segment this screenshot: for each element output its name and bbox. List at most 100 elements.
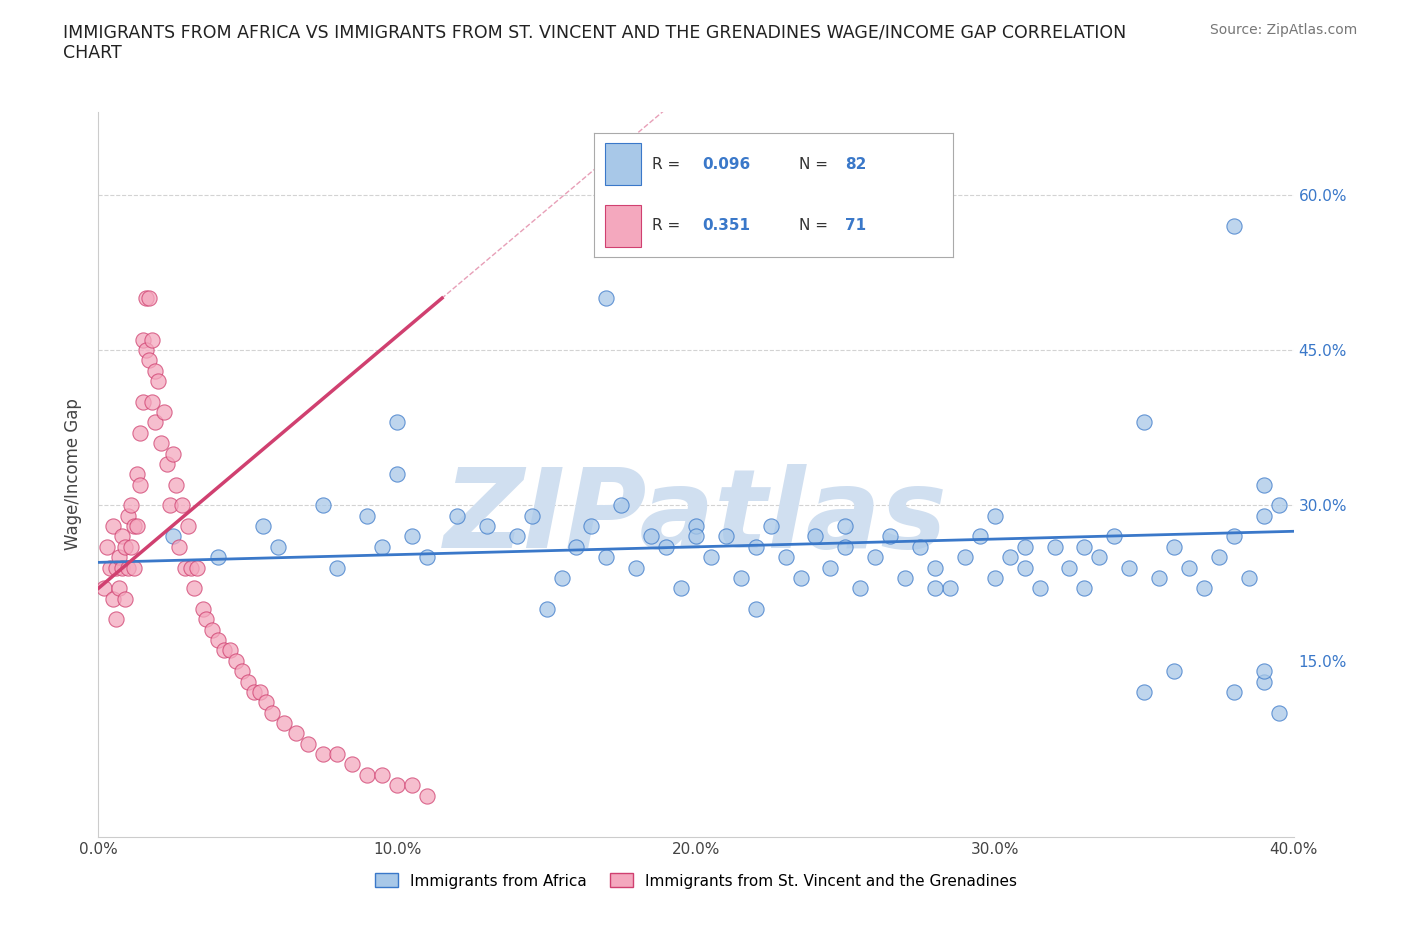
Point (114, 591, 136, 606)
Point (953, 550, 976, 565)
Point (1192, 581, 1215, 596)
Point (506, 529, 529, 544)
Point (117, 509, 139, 524)
Point (111, 529, 134, 544)
Text: IMMIGRANTS FROM AFRICA VS IMMIGRANTS FROM ST. VINCENT AND THE GRENADINES WAGE/IN: IMMIGRANTS FROM AFRICA VS IMMIGRANTS FRO… (63, 23, 1126, 62)
Point (129, 477, 152, 492)
Point (820, 560, 842, 575)
Point (195, 612, 218, 627)
Point (595, 291, 617, 306)
Point (260, 705, 283, 720)
Point (273, 715, 295, 730)
Point (1088, 550, 1111, 565)
Point (105, 612, 128, 627)
Point (1253, 674, 1275, 689)
Point (669, 581, 692, 596)
Point (356, 509, 378, 524)
Point (120, 498, 142, 512)
Point (148, 374, 170, 389)
Point (685, 519, 707, 534)
Point (108, 581, 131, 596)
Point (550, 570, 572, 585)
Point (1223, 684, 1246, 699)
Point (446, 509, 468, 524)
Point (565, 539, 588, 554)
Point (1253, 509, 1275, 524)
Point (1014, 560, 1036, 575)
Point (595, 550, 617, 565)
Point (640, 529, 662, 544)
Point (1073, 539, 1095, 554)
Point (225, 654, 247, 669)
Point (984, 509, 1007, 524)
Y-axis label: Wage/Income Gap: Wage/Income Gap (65, 398, 83, 551)
Point (236, 674, 259, 689)
Point (759, 519, 782, 534)
Point (1043, 539, 1066, 554)
Point (356, 767, 378, 782)
Point (326, 560, 349, 575)
Point (1073, 581, 1095, 596)
Point (385, 415, 409, 430)
Point (124, 519, 146, 534)
Point (138, 291, 160, 306)
Point (132, 394, 155, 409)
Point (231, 664, 253, 679)
Point (730, 570, 752, 585)
Point (894, 570, 917, 585)
Point (775, 550, 797, 565)
Legend: Immigrants from Africa, Immigrants from St. Vincent and the Grenadines: Immigrants from Africa, Immigrants from … (368, 868, 1024, 895)
Point (111, 560, 134, 575)
Point (191, 602, 214, 617)
Point (135, 342, 157, 357)
Point (127, 519, 149, 534)
Point (254, 695, 277, 710)
Point (267, 539, 290, 554)
Point (159, 498, 181, 512)
Point (745, 539, 768, 554)
Point (1253, 477, 1275, 492)
Point (124, 560, 146, 575)
Point (129, 425, 152, 440)
Point (153, 405, 176, 419)
Point (1253, 664, 1275, 679)
Point (219, 643, 242, 658)
Point (174, 560, 197, 575)
Point (1133, 415, 1156, 430)
Point (371, 539, 394, 554)
Point (1267, 705, 1289, 720)
Point (834, 519, 856, 534)
Point (1208, 550, 1230, 565)
Point (243, 684, 266, 699)
Point (1163, 539, 1185, 554)
Point (177, 519, 200, 534)
Point (127, 467, 149, 482)
Point (401, 777, 423, 792)
Point (416, 550, 439, 565)
Point (924, 560, 946, 575)
Point (1223, 529, 1246, 544)
Point (655, 539, 678, 554)
Point (475, 519, 498, 534)
Point (284, 726, 307, 741)
Point (183, 581, 205, 596)
Point (1147, 570, 1170, 585)
Point (685, 529, 707, 544)
Point (98, 560, 122, 575)
Point (1237, 570, 1260, 585)
Point (1014, 539, 1036, 554)
Point (311, 747, 333, 762)
Point (581, 519, 603, 534)
Point (984, 570, 1007, 585)
Point (201, 622, 224, 637)
Point (150, 436, 173, 451)
Point (120, 539, 142, 554)
Point (1118, 560, 1140, 575)
Text: Source: ZipAtlas.com: Source: ZipAtlas.com (1209, 23, 1357, 37)
Point (252, 519, 274, 534)
Point (969, 529, 991, 544)
Point (610, 498, 633, 512)
Point (165, 477, 187, 492)
Point (103, 519, 125, 534)
Point (138, 352, 160, 367)
